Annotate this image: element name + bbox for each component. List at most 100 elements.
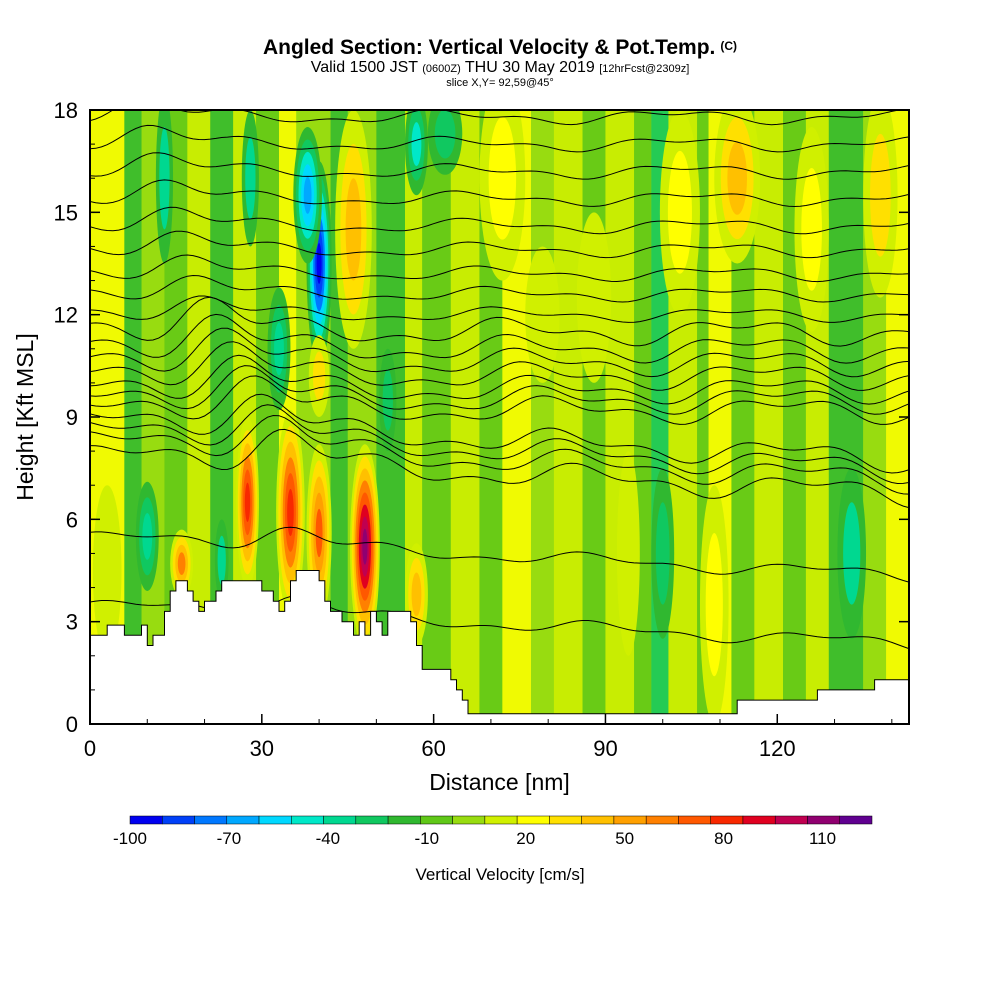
colorbar-swatch [742,815,776,825]
downdraft-cell [843,502,861,605]
theta-contour [90,526,909,583]
downdraft-cell [217,535,226,585]
colorbar-swatch [452,815,486,825]
velocity-band [582,110,606,724]
y-tick-label: 6 [66,507,78,532]
colorbar-swatch [774,815,808,825]
theta-contour [90,404,909,485]
y-tick-label: 12 [54,303,78,328]
colorbar-label: 80 [714,829,733,848]
theta-contour [90,124,909,153]
colorbar-swatch [839,815,873,825]
updraft-cell [315,508,323,558]
subtitle-date: THU 30 May 2019 [464,59,595,76]
updraft-cell [870,133,891,257]
updraft-cell [177,552,186,576]
theta-contour [90,313,909,364]
x-tick-label: 0 [84,736,96,761]
x-tick-label: 120 [759,736,796,761]
updraft-cell [727,141,747,215]
colorbar-swatch [516,815,550,825]
colorbar-label: -40 [316,829,341,848]
theta-contour [90,414,909,495]
velocity-band [531,110,554,724]
colorbar-title: Vertical Velocity [cm/s] [415,865,584,884]
velocity-band [697,110,709,724]
theta-contour [90,110,903,126]
theta-contour [90,152,909,180]
plot-area [90,110,909,724]
updraft-cell [705,532,723,677]
colorbar-label: 110 [809,829,836,848]
y-tick-label: 15 [54,200,78,225]
velocity-band [553,110,583,724]
updraft-cell [488,116,517,240]
velocity-band [187,110,211,724]
updraft-cell [362,528,368,565]
colorbar-swatch [420,815,453,825]
downdraft-cell [411,122,422,167]
updraft-cell [92,485,122,656]
downdraft-cell [655,502,670,605]
updraft-cell [411,572,422,617]
colorbar-label: -70 [217,829,242,848]
colorbar-swatch [355,815,389,825]
theta-contour [90,206,909,235]
updraft-cell [244,482,251,522]
slice-label: slice X,Y= 92,59@45° [446,77,554,89]
colorbar-swatch [162,815,195,825]
y-tick-label: 3 [66,610,78,635]
colorbar-swatch [258,815,292,825]
colorbar-swatch [807,815,840,825]
velocity-band [124,110,142,724]
updraft-cell [667,150,692,274]
chart-title-text: Angled Section: Vertical Velocity & Pot.… [262,36,716,59]
colorbar-swatch [645,815,679,825]
y-tick-label: 9 [66,405,78,430]
updraft-cell [287,488,294,537]
subtitle-utc: (0600Z) [422,63,461,75]
colorbar-swatch [387,815,421,825]
theta-contour [90,375,909,425]
theta-contour [90,296,909,347]
theta-contour [90,365,909,415]
colorbar-label: -10 [415,829,440,848]
x-axis-title: Distance [nm] [429,769,570,795]
velocity-band [828,110,864,724]
theta-contour [90,354,909,405]
subtitle-valid: Valid 1500 JST [310,59,418,76]
downdraft-cell [303,176,312,214]
x-tick-label: 90 [593,736,617,761]
colorbar-swatch [323,815,357,825]
colorbar-label: -100 [113,829,147,848]
velocity-band [422,110,451,724]
downdraft-cell [142,512,153,560]
colorbar-label: 50 [615,829,634,848]
x-tick-label: 60 [421,736,445,761]
y-tick-label: 18 [54,98,78,123]
colorbar-swatch [710,815,744,825]
downdraft-cell [274,322,284,376]
theta-contour [90,327,909,378]
colorbar-swatch [194,815,228,825]
downdraft-cell [316,243,322,284]
theta-contour [90,254,909,283]
updraft-cell [345,178,362,281]
theta-contour [90,274,909,303]
velocity-band [754,110,783,724]
y-tick-label: 0 [66,712,78,737]
y-axis-title: Height [Kft MSL] [12,333,38,500]
colorbar-swatch [291,815,324,825]
terrain [90,570,909,724]
theta-contour [90,393,909,474]
updraft-cell [801,167,822,291]
theta-contour [90,179,909,208]
title-mark: (C) [720,39,738,53]
colorbar-swatch [484,815,518,825]
colorbar-swatch [549,815,582,825]
colorbar-swatch [678,815,711,825]
theta-contour [90,341,909,391]
subtitle-forecast: [12hrFcst@2309z] [599,63,690,75]
updraft-cell [616,451,640,656]
